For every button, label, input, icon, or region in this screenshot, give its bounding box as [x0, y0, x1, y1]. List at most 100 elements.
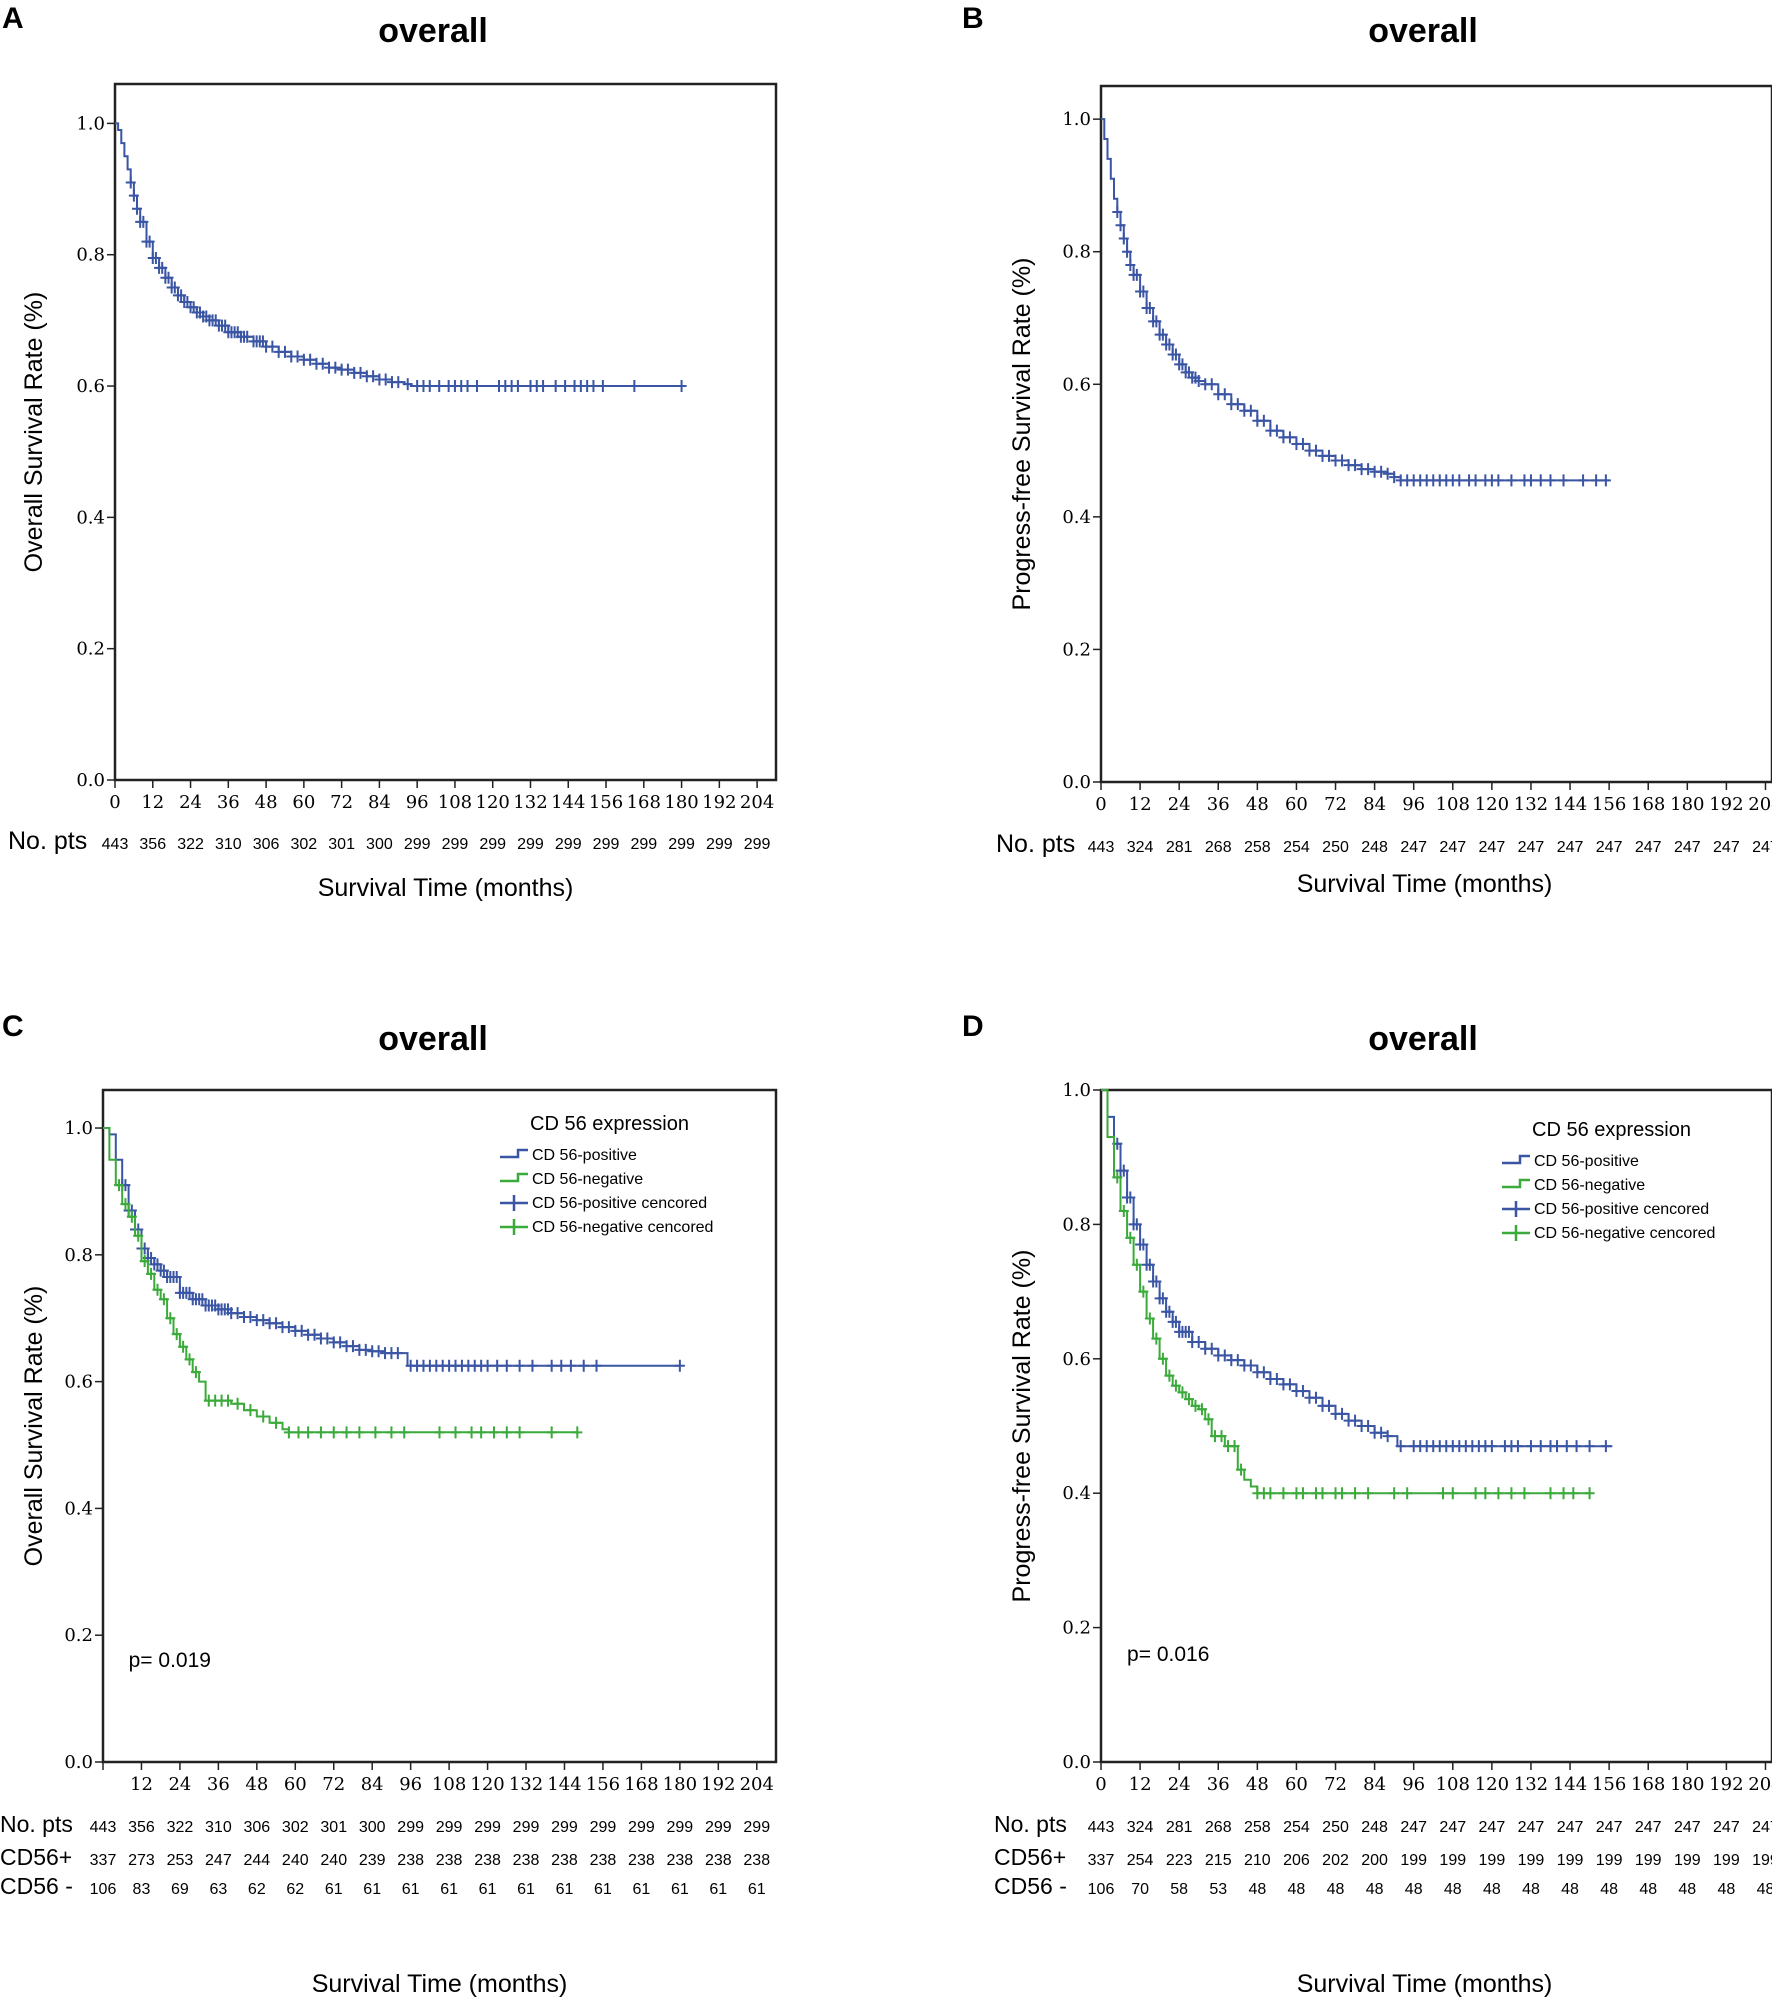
censor-mark [466, 1426, 477, 1439]
x-tick-label: 144 [547, 1774, 581, 1795]
x-axis-label: Survival Time (months) [1297, 870, 1553, 898]
censor-mark [330, 361, 341, 374]
legend-title: CD 56 expression [530, 1113, 689, 1135]
censor-mark [1125, 1231, 1136, 1244]
censor-mark [556, 1359, 567, 1372]
censor-mark [1363, 463, 1374, 476]
legend-entry: CD 56-negative cencored [532, 1219, 713, 1236]
risk-count: 254 [1283, 1819, 1310, 1836]
censor-mark [514, 1426, 525, 1439]
risk-count: 247 [1713, 839, 1740, 856]
censor-mark [1144, 302, 1155, 315]
censor-mark [1297, 1487, 1308, 1500]
censor-mark [220, 319, 231, 332]
risk-count: 61 [748, 1881, 766, 1898]
censor-mark [1112, 205, 1123, 218]
censor-mark [245, 1310, 256, 1323]
risk-count: 238 [667, 1852, 694, 1869]
x-tick-label: 132 [1514, 1774, 1548, 1795]
censor-mark [114, 1179, 125, 1192]
risk-count: 199 [1400, 1852, 1427, 1869]
censor-mark [178, 1340, 189, 1353]
p-value-annotation: p= 0.019 [129, 1649, 211, 1672]
censor-mark [597, 380, 608, 393]
legend-entry: CD 56-negative [1534, 1177, 1645, 1194]
censor-mark [476, 1426, 487, 1439]
x-tick-label: 96 [406, 792, 429, 813]
x-tick-label: 12 [130, 1774, 153, 1795]
censor-mark [1337, 1407, 1348, 1420]
censor-mark [1545, 474, 1556, 487]
censor-mark [1144, 1258, 1155, 1271]
censor-mark [232, 1397, 243, 1410]
risk-count: 238 [551, 1852, 578, 1869]
censor-mark [1177, 358, 1188, 371]
risk-count: 199 [1674, 1852, 1701, 1869]
censor-mark [146, 1267, 157, 1280]
risk-count: 62 [248, 1881, 266, 1898]
censor-mark [368, 370, 379, 383]
censor-mark [1470, 1487, 1481, 1500]
censor-mark [1193, 374, 1204, 387]
censor-mark [1236, 1463, 1247, 1476]
x-tick-label: 12 [1129, 1774, 1152, 1795]
panel-tag: B [962, 2, 984, 35]
censor-mark [1600, 474, 1611, 487]
censor-mark [163, 271, 174, 284]
censor-mark [1164, 1305, 1175, 1318]
risk-count: 301 [328, 836, 355, 853]
censor-mark [471, 380, 482, 393]
censor-mark [157, 261, 168, 274]
censor-mark [572, 1426, 583, 1439]
risk-count: 48 [1327, 1881, 1345, 1898]
risk-count: 61 [671, 1881, 689, 1898]
censor-mark [293, 1426, 304, 1439]
x-tick-label: 204 [740, 792, 774, 813]
censor-mark [1506, 474, 1517, 487]
risk-count: 299 [479, 836, 506, 853]
risk-count: 443 [102, 836, 129, 853]
y-tick-label: 0.2 [76, 639, 105, 660]
chart-title: overall [378, 12, 488, 50]
x-tick-label: 180 [663, 1774, 697, 1795]
censor-mark [1382, 1430, 1393, 1443]
y-tick-label: 0.8 [64, 1245, 93, 1266]
censor-mark [1337, 1487, 1348, 1500]
censor-mark [283, 1426, 294, 1439]
legend-entry: CD 56-negative cencored [1534, 1225, 1715, 1242]
censor-mark [546, 1359, 557, 1372]
censor-marks-1 [125, 176, 687, 393]
y-tick-label: 0.6 [1062, 374, 1091, 395]
censor-mark [1170, 348, 1181, 361]
censor-mark [527, 1359, 538, 1372]
censor-mark [1350, 459, 1361, 472]
risk-count: 268 [1205, 1819, 1232, 1836]
risk-count: 48 [1757, 1881, 1772, 1898]
x-tick-label: 132 [513, 792, 547, 813]
risk-count: 306 [253, 836, 280, 853]
x-tick-label: 36 [1207, 1774, 1230, 1795]
censor-mark [1382, 467, 1393, 480]
censor-mark [1118, 1204, 1129, 1217]
censor-mark [1395, 1440, 1406, 1453]
censor-mark [462, 380, 473, 393]
y-tick-label: 0.4 [1062, 507, 1091, 528]
censor-mark [373, 1345, 384, 1358]
risk-count: 299 [404, 836, 431, 853]
censor-mark [245, 1404, 256, 1417]
risk-count: 61 [633, 1881, 651, 1898]
risk-count: 48 [1717, 1881, 1735, 1898]
risk-row-label: CD56+ [0, 1844, 72, 1870]
censor-mark [1245, 404, 1256, 417]
x-tick-label: 36 [1207, 794, 1230, 815]
censor-mark [1402, 1487, 1413, 1500]
y-tick-label: 0.0 [1062, 1752, 1091, 1773]
censor-mark [1512, 1440, 1523, 1453]
risk-count: 48 [1405, 1881, 1423, 1898]
risk-count: 238 [397, 1852, 424, 1869]
censor-mark [1337, 454, 1348, 467]
censor-mark [1350, 1487, 1361, 1500]
x-tick-label: 72 [1324, 1774, 1347, 1795]
censor-mark [434, 1426, 445, 1439]
